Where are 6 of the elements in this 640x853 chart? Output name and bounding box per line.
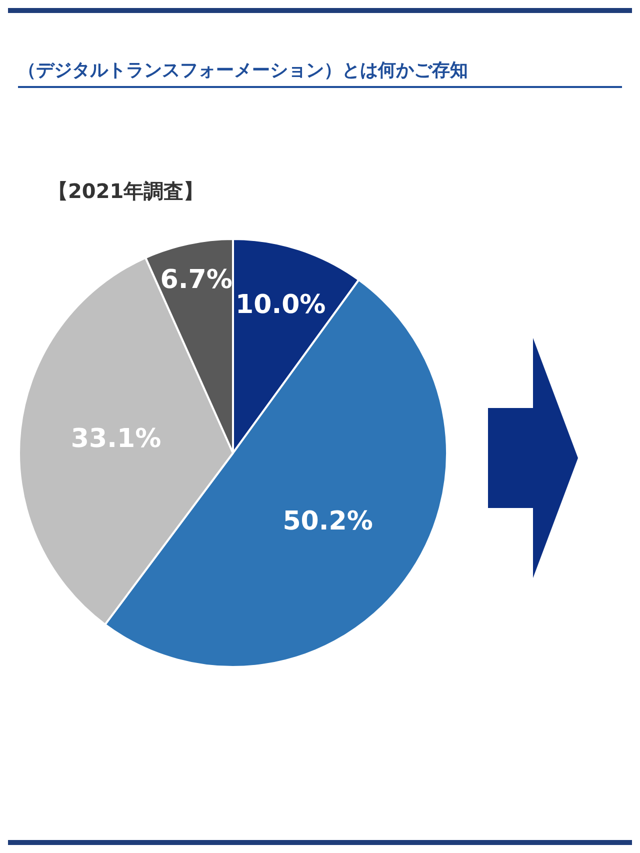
data-label: 33.1% bbox=[70, 424, 162, 454]
chart-subtitle: 【2021年調査】 bbox=[48, 178, 204, 205]
data-label: 50.2% bbox=[282, 506, 373, 537]
chart-title: （デジタルトランスフォーメーション）とは何かご存知 bbox=[18, 58, 622, 88]
data-label: 6.7% bbox=[160, 265, 232, 296]
data-label: 10.0% bbox=[236, 290, 326, 320]
